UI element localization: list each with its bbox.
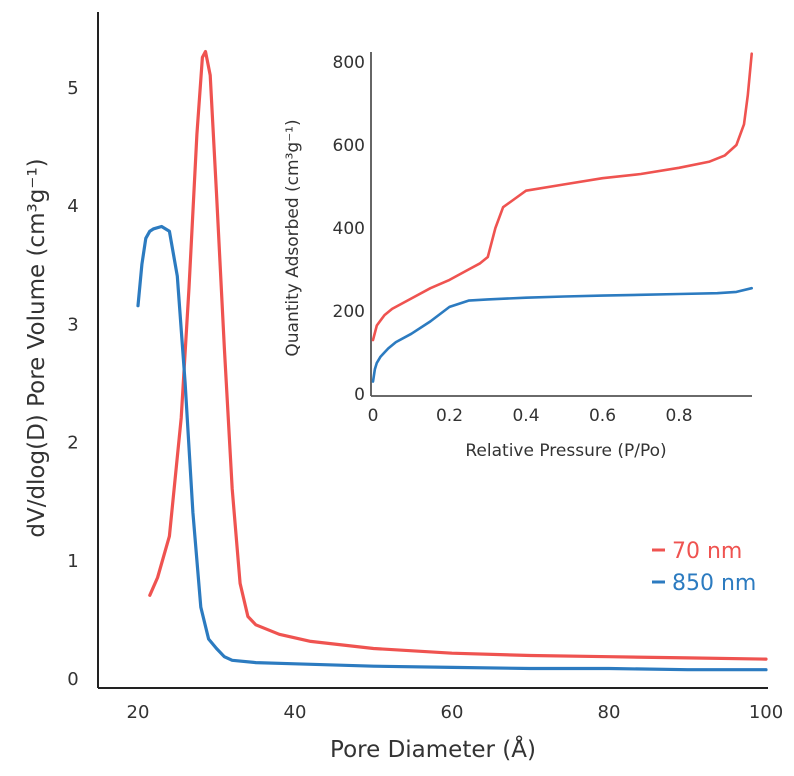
main-x-axis-title: Pore Diameter (Å) xyxy=(330,735,536,763)
main-y-tick-label: 4 xyxy=(67,196,78,217)
inset-y-ticks: 0 200 400 600 800 xyxy=(333,53,365,405)
main-y-ticks: 0 1 2 3 4 5 xyxy=(67,78,78,690)
inset-y-tick-label: 0 xyxy=(354,385,365,405)
inset-x-tick-label: 0.2 xyxy=(436,406,463,426)
main-x-tick-label: 60 xyxy=(441,702,464,723)
inset-x-tick-label: 0.8 xyxy=(665,406,692,426)
inset-y-axis-title: Quantity Adsorbed (cm³g⁻¹) xyxy=(283,119,303,356)
legend: 70 nm 850 nm xyxy=(652,539,756,596)
legend-label-850-nm: 850 nm xyxy=(672,571,756,596)
main-y-axis-title: dV/dlog(D) Pore Volume (cm³g⁻¹) xyxy=(24,158,50,537)
main-x-tick-label: 20 xyxy=(127,702,150,723)
main-series-line-70-nm xyxy=(148,49,768,661)
inset-x-axis-title: Relative Pressure (P/Po) xyxy=(465,441,666,461)
main-series-group xyxy=(136,49,768,672)
inset-x-tick-label: 0.4 xyxy=(512,406,539,426)
main-x-tick-label: 40 xyxy=(284,702,307,723)
inset-x-tick-label: 0.6 xyxy=(589,406,616,426)
main-y-tick-label: 5 xyxy=(67,78,78,99)
main-y-tick-label: 2 xyxy=(67,433,78,454)
inset-series-line-850-nm xyxy=(371,286,753,383)
inset-y-tick-label: 800 xyxy=(333,53,365,73)
inset-y-tick-label: 600 xyxy=(333,136,365,156)
main-series-line-850-nm xyxy=(136,224,768,672)
inset-series-line-70-nm xyxy=(371,52,753,342)
inset-series-group xyxy=(371,52,753,383)
legend-label-70-nm: 70 nm xyxy=(672,539,742,564)
inset-axes xyxy=(370,52,752,397)
inset-x-ticks: 0 0.2 0.4 0.6 0.8 xyxy=(368,406,693,426)
main-x-tick-label: 80 xyxy=(598,702,621,723)
main-axes xyxy=(97,12,768,689)
main-x-tick-label: 100 xyxy=(749,702,783,723)
inset-x-tick-label: 0 xyxy=(368,406,379,426)
main-y-tick-label: 3 xyxy=(67,314,78,335)
main-y-tick-label: 0 xyxy=(67,669,78,690)
inset-y-tick-label: 200 xyxy=(333,302,365,322)
inset-y-tick-label: 400 xyxy=(333,219,365,239)
main-x-ticks: 20 40 60 80 100 xyxy=(127,702,784,723)
main-y-tick-label: 1 xyxy=(67,551,78,572)
